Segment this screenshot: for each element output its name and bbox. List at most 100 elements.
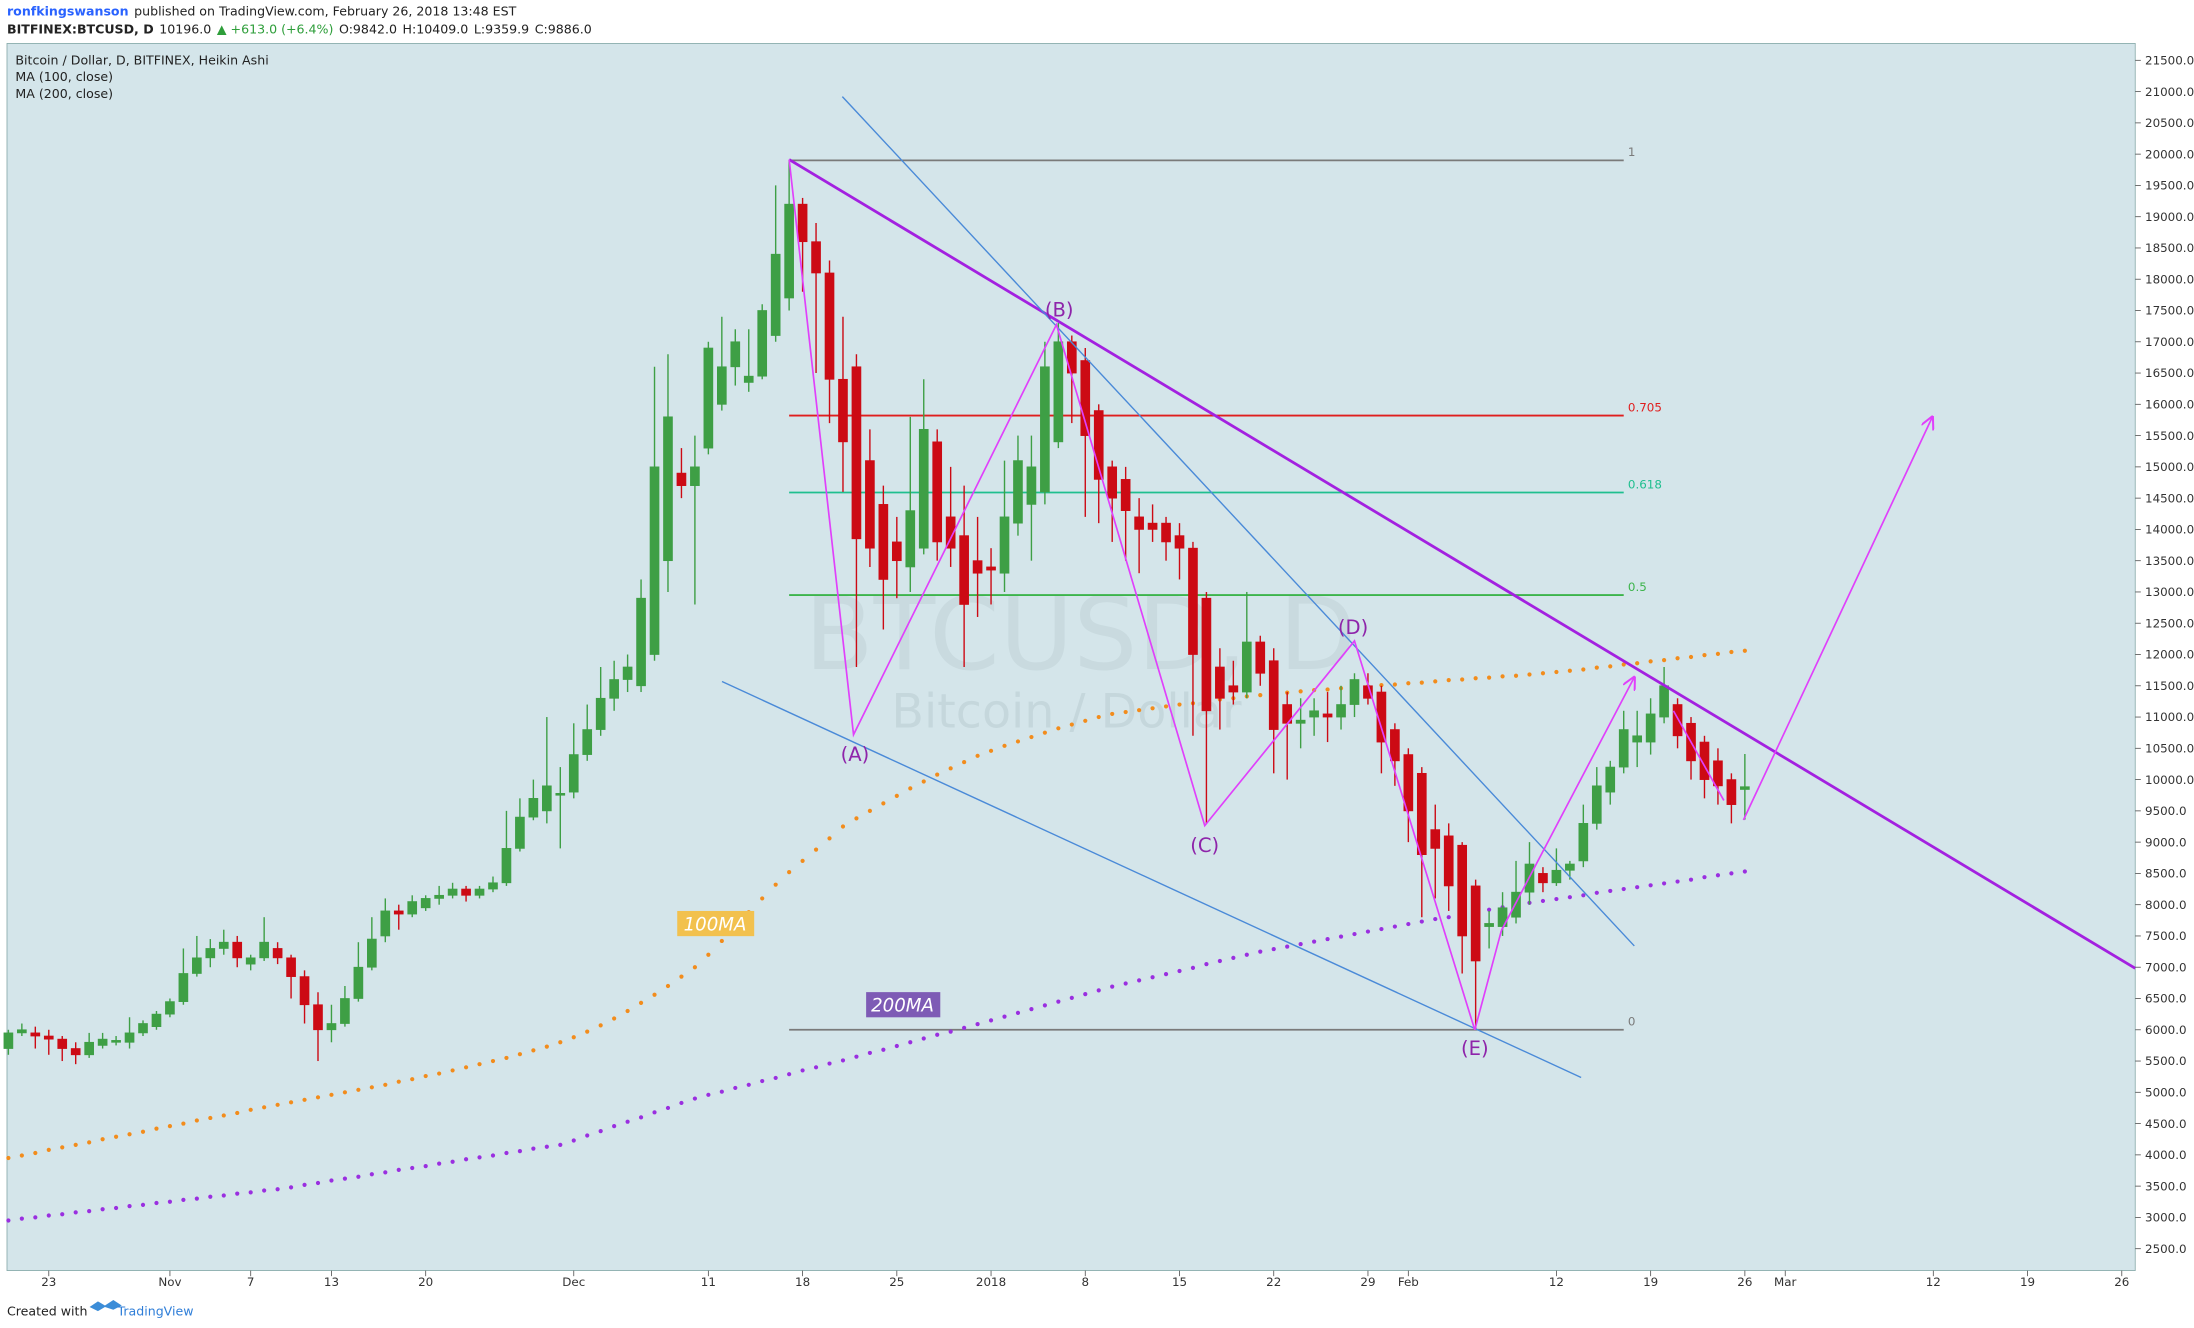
- ma-dot: [1433, 916, 1438, 922]
- candle-body: [245, 957, 256, 965]
- candle-body: [57, 1038, 68, 1049]
- ma-dot: [1715, 651, 1721, 656]
- candle-body: [43, 1035, 54, 1040]
- candle-body: [1376, 691, 1387, 743]
- y-tick-label: 14000.0: [2145, 523, 2194, 537]
- ma-dot: [800, 1068, 805, 1073]
- candle-body: [299, 976, 310, 1006]
- ma-dot: [1594, 665, 1599, 670]
- ma-dot: [558, 1040, 563, 1045]
- x-tick-label: 26: [2114, 1275, 2129, 1289]
- candle-body: [1390, 729, 1400, 762]
- candle-body: [84, 1041, 94, 1056]
- candle-body: [367, 938, 377, 968]
- ma-dot: [760, 896, 765, 901]
- candle-body: [1659, 685, 1669, 718]
- ma-dot: [1567, 668, 1572, 673]
- candle-body: [636, 597, 646, 687]
- ma-dot: [208, 1115, 213, 1121]
- ma-dot: [894, 793, 899, 798]
- candle-body: [1174, 535, 1185, 549]
- ma-dot: [638, 1000, 644, 1005]
- candle-body: [959, 535, 969, 605]
- ma-dot: [908, 1040, 913, 1045]
- ma-dot: [383, 1170, 388, 1175]
- ma-dot: [248, 1107, 253, 1112]
- ma-dot: [881, 801, 886, 806]
- y-tick-label: 5000.0: [2145, 1086, 2187, 1100]
- candle-body: [703, 347, 714, 449]
- candle-body: [622, 666, 633, 680]
- ma-dot: [46, 1213, 51, 1218]
- ma-dot: [6, 1218, 11, 1223]
- candle-body: [1403, 754, 1414, 812]
- candle-body: [218, 941, 229, 949]
- candle-body: [1147, 522, 1158, 530]
- ma-dot: [975, 1022, 980, 1027]
- x-tick-label: 29: [1360, 1275, 1375, 1289]
- ma-dot: [1312, 939, 1317, 944]
- y-tick-label: 18500.0: [2145, 241, 2194, 255]
- candle-body: [690, 466, 700, 486]
- candle-body: [1013, 460, 1023, 524]
- footer-brand[interactable]: TradingView: [117, 1303, 194, 1318]
- candle-body: [945, 516, 956, 549]
- candle-body: [1511, 891, 1521, 918]
- candle-body: [851, 366, 862, 540]
- ma-dot: [154, 1200, 159, 1206]
- candle-body: [1726, 779, 1737, 805]
- legend-entry: MA (100, close): [15, 69, 113, 84]
- ma-dot: [1204, 961, 1209, 967]
- candle-body: [1161, 522, 1171, 543]
- ma-dot: [167, 1123, 173, 1129]
- ma-dot: [517, 1052, 523, 1057]
- candle-body: [528, 798, 539, 818]
- ma-dot: [73, 1210, 78, 1215]
- candle-body: [999, 516, 1010, 574]
- plot-area: [6, 43, 2136, 1271]
- ma-dot: [1137, 708, 1142, 713]
- y-tick-label: 17500.0: [2145, 304, 2194, 318]
- candle-body: [30, 1032, 41, 1037]
- ma-dot: [1661, 658, 1667, 663]
- candle-body: [286, 957, 296, 977]
- ma-dot: [315, 1095, 321, 1100]
- ma-dot: [988, 748, 994, 753]
- ma-dot: [208, 1194, 213, 1199]
- ma-dot: [1083, 718, 1088, 723]
- ma-dot: [1702, 653, 1707, 658]
- candle-body: [1040, 366, 1050, 493]
- y-tick-label: 6000.0: [2145, 1023, 2187, 1037]
- candle-body: [1430, 829, 1441, 849]
- ma-dot: [571, 1035, 576, 1040]
- ma-dot: [773, 1075, 778, 1081]
- x-tick-label: 8: [1081, 1275, 1089, 1289]
- ma-dot: [1002, 1014, 1007, 1019]
- candle-body: [232, 941, 243, 959]
- series-layer: 1 0.705 0.618 0.5 0: [3, 145, 1750, 1223]
- candle-body: [434, 894, 444, 899]
- candle-body: [447, 888, 458, 896]
- ma-dot: [733, 1085, 738, 1091]
- projection-arrow: [1742, 417, 1932, 821]
- candle-body: [663, 416, 673, 562]
- candle-body: [1740, 786, 1750, 790]
- ma-dot: [1446, 915, 1451, 920]
- ma-dot: [356, 1087, 361, 1092]
- ma-dot: [652, 992, 657, 997]
- ma-dot: [396, 1079, 401, 1084]
- ma-dot: [1015, 1010, 1021, 1015]
- trendline: [788, 158, 2136, 970]
- ma-dot: [73, 1142, 78, 1147]
- ma-dot: [1433, 679, 1438, 684]
- candle-body: [568, 754, 579, 793]
- ma-dot: [1069, 995, 1074, 1000]
- y-tick-label: 14500.0: [2145, 491, 2194, 505]
- candle-body: [1120, 479, 1131, 511]
- candle-body: [542, 785, 552, 812]
- candle-body: [1309, 710, 1319, 718]
- ma-label-box: [677, 910, 755, 937]
- ma-dot: [867, 808, 872, 813]
- ma-dot: [1271, 946, 1276, 952]
- ma-dot: [1231, 955, 1236, 960]
